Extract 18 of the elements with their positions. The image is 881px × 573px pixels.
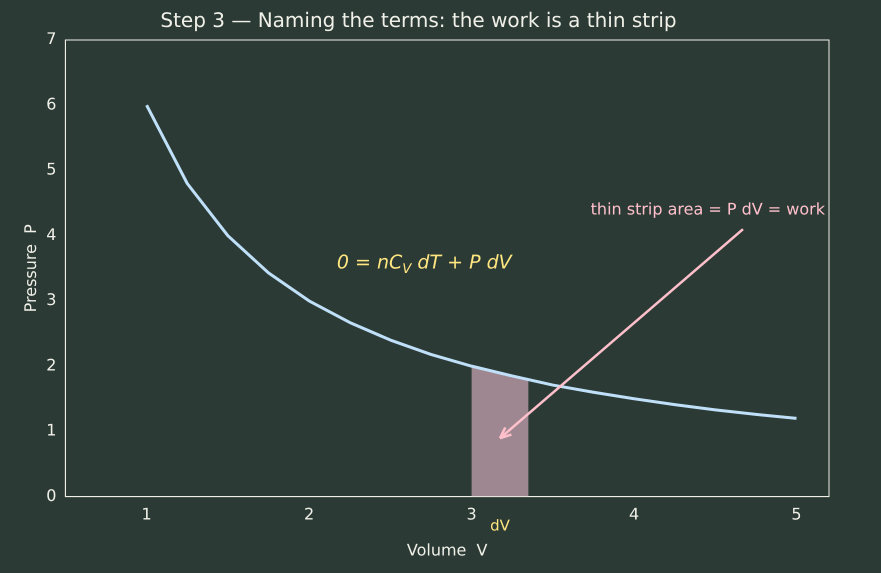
x-tick-label: 3 xyxy=(466,504,477,524)
x-tick-label: 4 xyxy=(628,504,640,524)
y-tick-label: 6 xyxy=(46,94,56,114)
text: dV xyxy=(490,516,511,534)
y-tick-label: 7 xyxy=(46,29,56,48)
y-tick-label: 0 xyxy=(46,486,56,505)
chart-title: Step 3 — Naming the terms: the work is a thin strip xyxy=(160,8,677,32)
x-axis-title: Volume V xyxy=(406,540,488,560)
y-tick-label: 3 xyxy=(46,290,56,310)
x-tick-label: 5 xyxy=(791,504,802,524)
y-tick-label: 5 xyxy=(46,160,56,179)
y-tick-label: 1 xyxy=(46,420,56,440)
y-tick-label: 4 xyxy=(46,224,56,244)
y-tick-label: 2 xyxy=(46,355,56,374)
annotation: thin strip area = P dV = work xyxy=(590,199,826,218)
y-axis-title: Pressure P xyxy=(20,224,40,312)
x-tick-label: 2 xyxy=(304,504,314,524)
x-tick-label: 1 xyxy=(142,504,152,524)
